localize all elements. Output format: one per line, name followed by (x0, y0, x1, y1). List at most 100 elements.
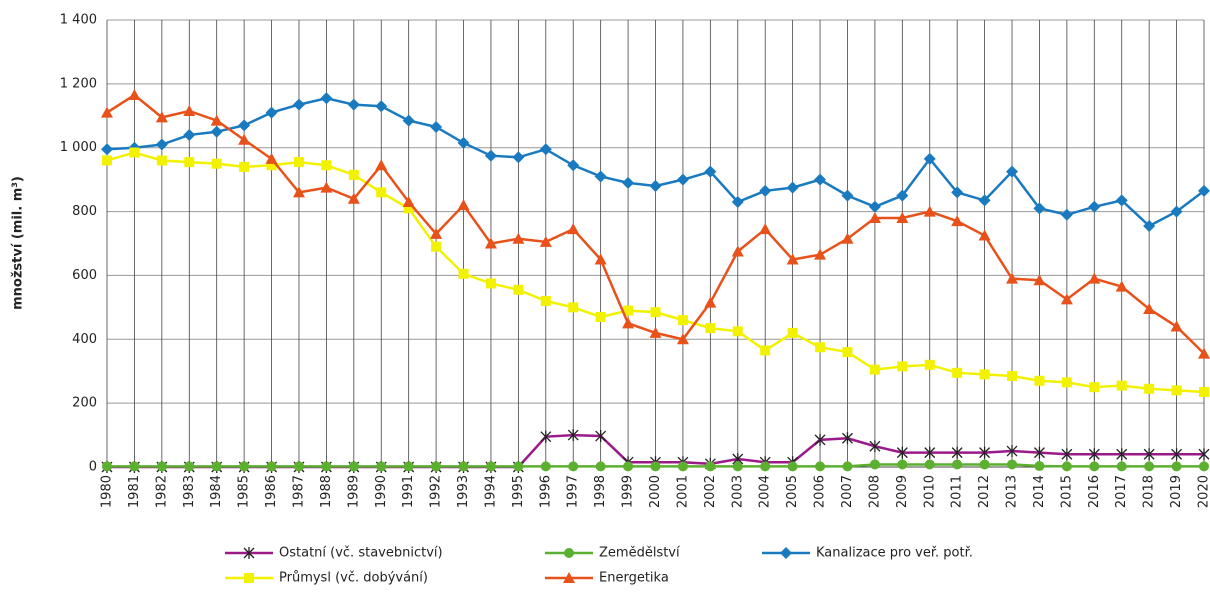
x-tick-label: 1991 (401, 475, 416, 508)
marker (842, 461, 852, 471)
marker (979, 230, 991, 241)
x-tick-label: 2004 (758, 475, 773, 508)
marker (760, 345, 770, 355)
marker (623, 461, 633, 471)
marker (541, 461, 551, 471)
marker (102, 461, 112, 471)
marker (567, 159, 579, 171)
marker (375, 159, 387, 170)
marker (184, 157, 194, 167)
marker (183, 105, 195, 116)
x-tick-label: 1988 (319, 475, 334, 508)
marker (1144, 384, 1154, 394)
marker (404, 461, 414, 471)
marker (897, 459, 907, 469)
marker (486, 278, 496, 288)
marker (567, 223, 579, 234)
marker (870, 365, 880, 375)
x-tick-label: 2020 (1197, 475, 1210, 508)
marker (788, 461, 798, 471)
x-tick-label: 2010 (922, 475, 937, 508)
legend-label: Ostatní (vč. stavebnictví) (279, 546, 443, 561)
marker (458, 199, 470, 210)
y-axis-label: množství (mil. m³) (11, 176, 26, 310)
marker (1088, 201, 1100, 213)
marker (622, 317, 634, 328)
marker (678, 461, 688, 471)
marker (596, 312, 606, 322)
x-tick-label: 2006 (813, 475, 828, 508)
marker (1034, 376, 1044, 386)
marker (1088, 273, 1100, 284)
marker (183, 129, 195, 141)
x-tick-label: 1981 (127, 475, 142, 508)
x-tick-label: 2009 (895, 475, 910, 508)
x-tick-label: 1998 (593, 475, 608, 508)
marker (459, 461, 469, 471)
x-tick-label: 2008 (867, 475, 882, 508)
x-tick-label: 1990 (374, 475, 389, 508)
marker (157, 155, 167, 165)
marker (897, 361, 907, 371)
marker (294, 461, 304, 471)
marker (1172, 461, 1182, 471)
marker (870, 459, 880, 469)
x-tick-label: 1986 (264, 475, 279, 508)
marker (403, 115, 415, 127)
marker (129, 461, 139, 471)
x-tick-label: 2012 (977, 475, 992, 508)
marker (705, 461, 715, 471)
marker (814, 174, 826, 186)
marker (376, 187, 386, 197)
marker (650, 180, 662, 192)
marker (1117, 381, 1127, 391)
y-tick-label: 200 (72, 396, 97, 411)
x-tick-label: 1982 (154, 475, 169, 508)
marker (1062, 461, 1072, 471)
marker (459, 269, 469, 279)
marker (1007, 371, 1017, 381)
marker (430, 121, 442, 133)
y-tick-label: 600 (72, 268, 97, 283)
x-tick-label: 2002 (703, 475, 718, 508)
marker (157, 461, 167, 471)
marker (842, 347, 852, 357)
marker (622, 177, 634, 189)
marker (595, 170, 607, 182)
marker (815, 342, 825, 352)
marker (568, 461, 578, 471)
marker (759, 185, 771, 197)
x-tick-label: 1983 (182, 475, 197, 508)
x-tick-label: 2005 (785, 475, 800, 508)
marker (733, 461, 743, 471)
marker (869, 201, 881, 213)
marker (841, 190, 853, 202)
x-tick-label: 2013 (1005, 475, 1020, 508)
marker (431, 461, 441, 471)
x-tick-label: 1994 (483, 475, 498, 508)
y-tick-label: 1 400 (60, 13, 97, 28)
marker (540, 143, 552, 155)
marker (1061, 209, 1073, 221)
x-tick-label: 2007 (840, 475, 855, 508)
marker (486, 461, 496, 471)
marker (952, 459, 962, 469)
marker (129, 148, 139, 158)
marker (376, 461, 386, 471)
x-tick-label: 2017 (1114, 475, 1129, 508)
marker (244, 573, 254, 583)
x-tick-label: 1997 (566, 475, 581, 508)
marker (321, 461, 331, 471)
x-tick-label: 1995 (511, 475, 526, 508)
marker (211, 126, 223, 138)
x-tick-label: 2016 (1087, 475, 1102, 508)
marker (513, 285, 523, 295)
marker (266, 107, 278, 119)
legend-label: Energetika (599, 571, 669, 586)
marker (759, 223, 771, 234)
marker (349, 170, 359, 180)
marker (458, 137, 470, 149)
x-tick-label: 2003 (730, 475, 745, 508)
marker (596, 461, 606, 471)
x-tick-label: 1989 (346, 475, 361, 508)
